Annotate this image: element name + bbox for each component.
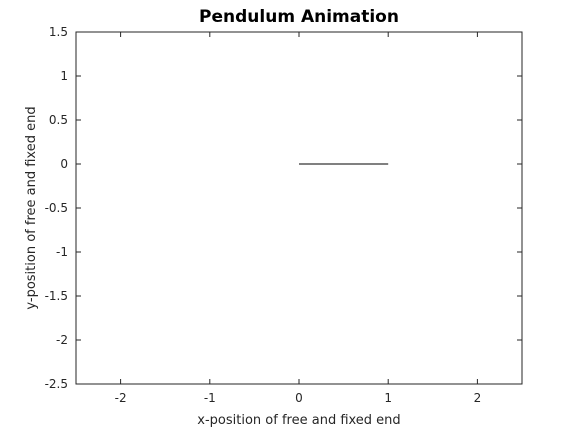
- chart-title: Pendulum Animation: [199, 7, 399, 27]
- plot-area: [75, 31, 523, 385]
- x-tick-label: 0: [295, 391, 303, 405]
- y-tick-label: -2.5: [45, 377, 68, 391]
- x-tick-label: 2: [474, 391, 482, 405]
- y-tick-label: -2: [56, 333, 68, 347]
- x-tick-label: 1: [384, 391, 392, 405]
- y-tick-label: -0.5: [45, 201, 68, 215]
- y-tick-label: 0.5: [49, 113, 68, 127]
- y-tick-label: 1: [60, 69, 68, 83]
- y-tick-label: -1: [56, 245, 68, 259]
- y-axis-ticks: 1.5 1 0.5 0 -0.5 -1 -1.5 -2 -2.5: [45, 25, 522, 391]
- x-tick-label: -1: [204, 391, 216, 405]
- x-axis-ticks: -2 -1 0 1 2: [115, 32, 482, 405]
- y-tick-label: 1.5: [49, 25, 68, 39]
- y-tick-label: -1.5: [45, 289, 68, 303]
- x-tick-label: -2: [115, 391, 127, 405]
- y-axis-label: y-position of free and fixed end: [24, 106, 39, 309]
- x-axis-label: x-position of free and fixed end: [197, 413, 400, 428]
- y-tick-label: 0: [60, 157, 68, 171]
